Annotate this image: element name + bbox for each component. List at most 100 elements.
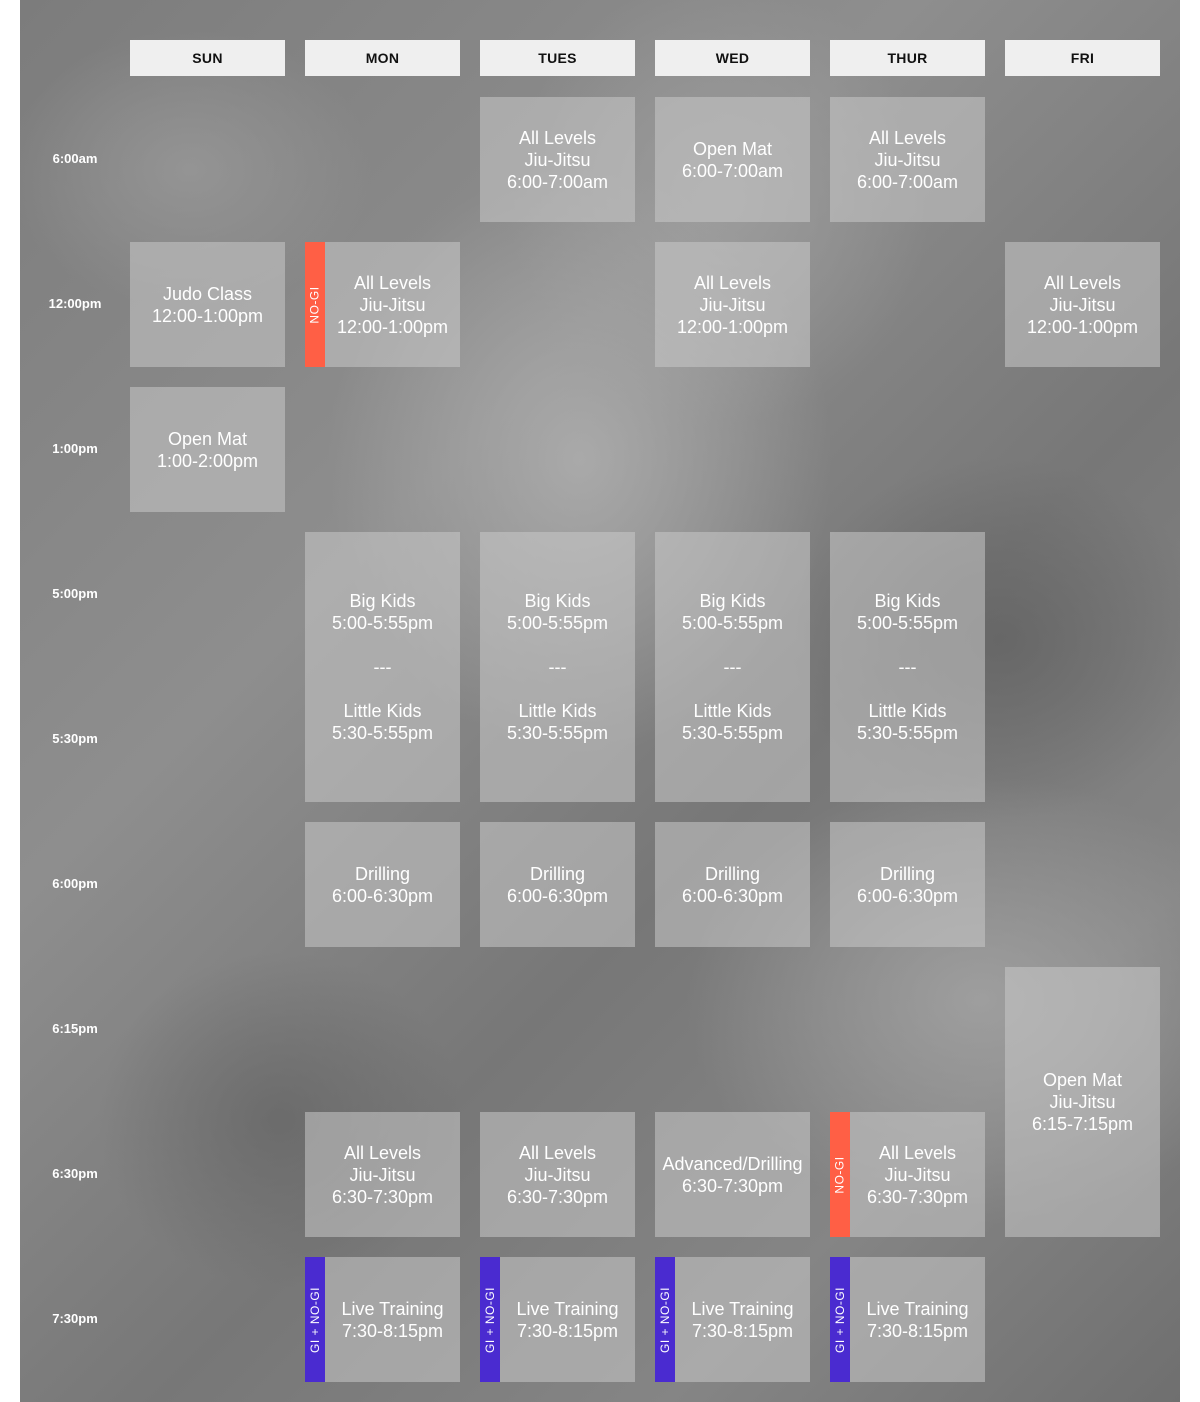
class-sun-12pm[interactable]: Judo Class 12:00-1:00pm [130, 242, 285, 367]
class-mon-kids[interactable]: Big Kids 5:00-5:55pm --- Little Kids 5:3… [305, 532, 460, 802]
class-line: Live Training [341, 1298, 444, 1319]
class-mon-12pm[interactable]: NO-GI All Levels Jiu-Jitsu 12:00-1:00pm [305, 242, 460, 367]
class-time: 7:30-8:15pm [691, 1320, 794, 1341]
class-line: All Levels [1043, 272, 1122, 293]
nogi-tag: NO-GI [830, 1112, 850, 1237]
class-line: Little Kids [518, 701, 597, 721]
day-header-fri: FRI [1005, 40, 1160, 76]
class-divider: --- [723, 657, 742, 677]
class-time: 6:00-6:30pm [331, 885, 434, 906]
class-time: 5:00-5:55pm [331, 613, 434, 633]
class-line: Jiu-Jitsu [524, 1164, 591, 1185]
time-label-630pm: 6:30pm [52, 1166, 98, 1181]
day-header-thur: THUR [830, 40, 985, 76]
class-mon-630pm[interactable]: All Levels Jiu-Jitsu 6:30-7:30pm [305, 1112, 460, 1237]
class-fri-open-mat[interactable]: Open Mat Jiu-Jitsu 6:15-7:15pm [1005, 967, 1160, 1237]
class-line: Little Kids [343, 701, 422, 721]
class-mon-live-training[interactable]: GI + NO-GI Live Training 7:30-8:15pm [305, 1257, 460, 1382]
class-time: 5:00-5:55pm [506, 613, 609, 633]
time-label-1pm: 1:00pm [52, 441, 98, 456]
class-mon-drilling[interactable]: Drilling 6:00-6:30pm [305, 822, 460, 947]
class-line: All Levels [693, 272, 772, 293]
time-label-730pm: 7:30pm [52, 1311, 98, 1326]
class-sun-1pm[interactable]: Open Mat 1:00-2:00pm [130, 387, 285, 512]
class-line: Drilling [704, 863, 760, 884]
schedule-grid: SUN MON TUES WED THUR FRI 6:00am 12:00pm… [20, 0, 1180, 1402]
class-line: Jiu-Jitsu [699, 294, 766, 315]
time-label-6pm: 6:00pm [52, 876, 98, 891]
day-header-mon: MON [305, 40, 460, 76]
class-line: Big Kids [699, 591, 766, 611]
class-wed-12pm[interactable]: All Levels Jiu-Jitsu 12:00-1:00pm [655, 242, 810, 367]
class-wed-live-training[interactable]: GI + NO-GI Live Training 7:30-8:15pm [655, 1257, 810, 1382]
gi-nogi-tag: GI + NO-GI [480, 1257, 500, 1382]
class-line: Drilling [879, 863, 935, 884]
class-time: 12:00-1:00pm [336, 316, 449, 337]
class-time: 6:00-7:00am [856, 171, 959, 192]
class-line: All Levels [518, 127, 597, 148]
class-tues-live-training[interactable]: GI + NO-GI Live Training 7:30-8:15pm [480, 1257, 635, 1382]
class-divider: --- [898, 657, 917, 677]
class-line: Drilling [354, 863, 410, 884]
class-line: Jiu-Jitsu [1049, 1092, 1116, 1112]
class-time: 6:00-6:30pm [681, 885, 784, 906]
class-divider: --- [548, 657, 567, 677]
class-wed-kids[interactable]: Big Kids 5:00-5:55pm --- Little Kids 5:3… [655, 532, 810, 802]
class-wed-drilling[interactable]: Drilling 6:00-6:30pm [655, 822, 810, 947]
class-time: 12:00-1:00pm [676, 316, 789, 337]
class-tues-kids[interactable]: Big Kids 5:00-5:55pm --- Little Kids 5:3… [480, 532, 635, 802]
class-time: 6:30-7:30pm [866, 1186, 969, 1207]
class-line: Advanced/Drilling [662, 1153, 803, 1174]
class-line: Judo Class [162, 283, 253, 304]
class-divider: --- [373, 657, 392, 677]
class-time: 5:30-5:55pm [856, 723, 959, 743]
day-header-tues: TUES [480, 40, 635, 76]
class-line: Little Kids [868, 701, 947, 721]
class-line: Jiu-Jitsu [874, 149, 941, 170]
class-time: 6:30-7:30pm [681, 1175, 784, 1196]
class-time: 7:30-8:15pm [516, 1320, 619, 1341]
class-line: All Levels [353, 272, 432, 293]
class-line: Big Kids [874, 591, 941, 611]
class-tues-drilling[interactable]: Drilling 6:00-6:30pm [480, 822, 635, 947]
class-time: 5:30-5:55pm [506, 723, 609, 743]
class-line: Jiu-Jitsu [359, 294, 426, 315]
class-thur-kids[interactable]: Big Kids 5:00-5:55pm --- Little Kids 5:3… [830, 532, 985, 802]
gi-nogi-tag: GI + NO-GI [305, 1257, 325, 1382]
class-line: Live Training [866, 1298, 969, 1319]
class-thur-drilling[interactable]: Drilling 6:00-6:30pm [830, 822, 985, 947]
class-time: 6:30-7:30pm [506, 1186, 609, 1207]
class-thur-630pm[interactable]: NO-GI All Levels Jiu-Jitsu 6:30-7:30pm [830, 1112, 985, 1237]
time-label-5pm: 5:00pm [52, 586, 98, 601]
class-line: All Levels [868, 127, 947, 148]
class-line: Big Kids [524, 591, 591, 611]
gi-nogi-tag: GI + NO-GI [655, 1257, 675, 1382]
time-label-530pm: 5:30pm [52, 731, 98, 746]
class-line: Live Training [516, 1298, 619, 1319]
class-line: All Levels [518, 1142, 597, 1163]
day-header-sun: SUN [130, 40, 285, 76]
class-wed-630pm[interactable]: Advanced/Drilling 6:30-7:30pm [655, 1112, 810, 1237]
class-tues-630pm[interactable]: All Levels Jiu-Jitsu 6:30-7:30pm [480, 1112, 635, 1237]
class-time: 1:00-2:00pm [156, 450, 259, 471]
class-line: Live Training [691, 1298, 794, 1319]
class-time: 5:30-5:55pm [331, 723, 434, 743]
class-time: 6:00-6:30pm [856, 885, 959, 906]
class-time: 6:30-7:30pm [331, 1186, 434, 1207]
class-time: 6:00-7:00am [506, 171, 609, 192]
class-fri-12pm[interactable]: All Levels Jiu-Jitsu 12:00-1:00pm [1005, 242, 1160, 367]
day-header-wed: WED [655, 40, 810, 76]
class-tues-6am[interactable]: All Levels Jiu-Jitsu 6:00-7:00am [480, 97, 635, 222]
class-line: Open Mat [167, 428, 248, 449]
class-line: Jiu-Jitsu [524, 149, 591, 170]
class-line: Little Kids [693, 701, 772, 721]
class-thur-6am[interactable]: All Levels Jiu-Jitsu 6:00-7:00am [830, 97, 985, 222]
class-wed-6am[interactable]: Open Mat 6:00-7:00am [655, 97, 810, 222]
class-line: Jiu-Jitsu [1049, 294, 1116, 315]
class-time: 5:00-5:55pm [856, 613, 959, 633]
class-line: Big Kids [349, 591, 416, 611]
class-line: Open Mat [1042, 1070, 1123, 1090]
class-time: 12:00-1:00pm [151, 305, 264, 326]
class-time: 12:00-1:00pm [1026, 316, 1139, 337]
class-thur-live-training[interactable]: GI + NO-GI Live Training 7:30-8:15pm [830, 1257, 985, 1382]
